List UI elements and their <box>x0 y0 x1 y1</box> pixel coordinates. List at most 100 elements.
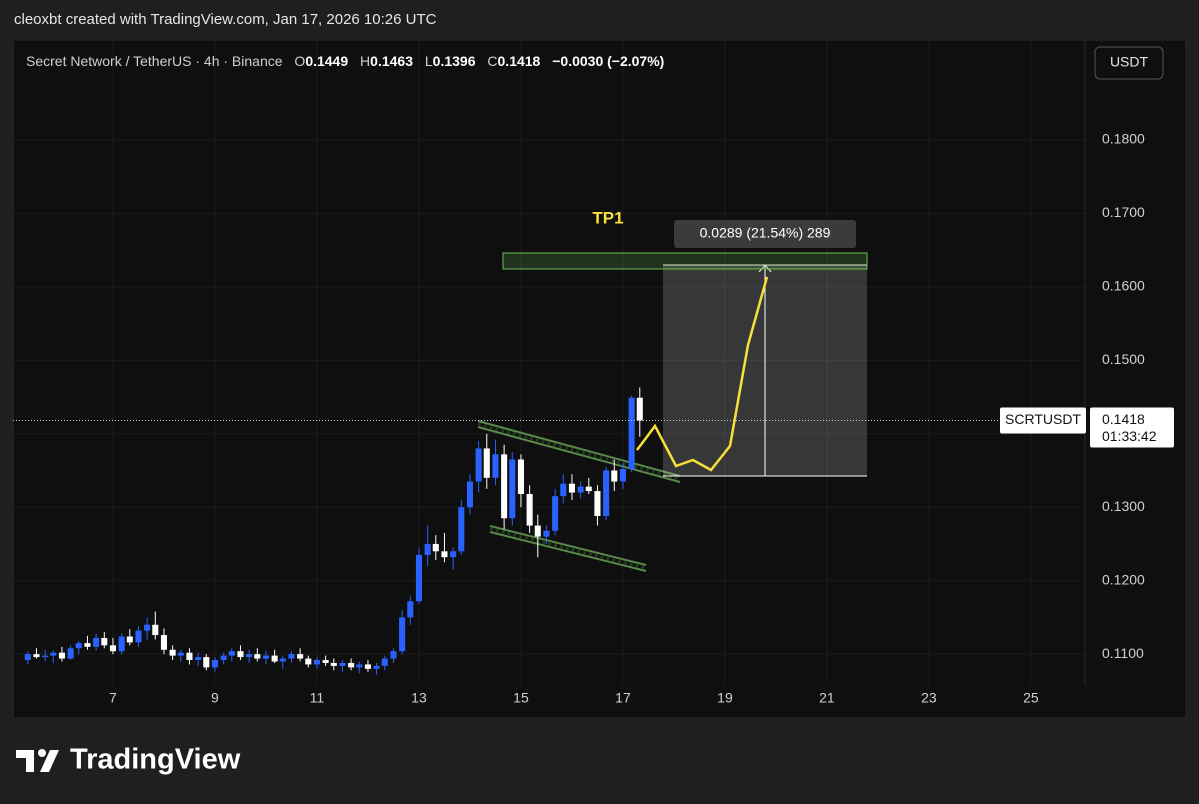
drawings: TP1 0.0289 (21.54%) 289 <box>477 208 868 572</box>
legend-low: 0.1396 <box>433 53 476 69</box>
candle-body <box>135 630 142 643</box>
x-tick-label: 19 <box>717 690 733 706</box>
x-tick-label: 11 <box>310 690 325 706</box>
candle-body <box>492 454 499 478</box>
legend-l: L <box>425 53 433 69</box>
legend-h: H <box>360 53 370 69</box>
candle-body <box>177 652 184 656</box>
candle-body <box>50 652 57 656</box>
candles <box>24 387 643 675</box>
candle-body <box>33 654 40 658</box>
candle-body <box>543 530 550 537</box>
candle-body <box>585 486 592 492</box>
candle-body <box>84 643 91 647</box>
candle-body <box>466 481 473 508</box>
candle-body <box>254 654 261 659</box>
candle-body <box>534 525 541 537</box>
measure-label-box <box>674 220 856 248</box>
candle-body <box>322 660 329 663</box>
candle-body <box>144 624 151 631</box>
candle-body <box>483 448 490 478</box>
legend-open: 0.1449 <box>305 53 348 69</box>
candle-body <box>67 648 74 659</box>
candle-body <box>169 649 176 656</box>
tp-label: TP1 <box>592 208 623 227</box>
candle-body <box>509 459 516 519</box>
candle-body <box>458 507 465 552</box>
candle-body <box>58 652 65 659</box>
candle-body <box>568 483 575 493</box>
candle-body <box>364 664 371 669</box>
x-tick-label: 13 <box>411 690 427 706</box>
candle-body <box>501 454 508 519</box>
candle-body <box>603 470 610 517</box>
x-tick-label: 25 <box>1023 690 1039 706</box>
candle-body <box>42 655 49 658</box>
x-tick-label: 17 <box>615 690 631 706</box>
candle-body <box>628 397 635 470</box>
legend-o: O <box>294 53 305 69</box>
brand-logo <box>16 749 59 772</box>
candle-body <box>101 637 108 646</box>
countdown: 01:33:42 <box>1102 428 1157 444</box>
candle-body <box>109 645 116 652</box>
candle-body <box>288 654 295 659</box>
x-tick-label: 21 <box>819 690 835 706</box>
price-tag <box>1090 407 1174 448</box>
candle-body <box>228 651 235 656</box>
candle-body <box>432 543 439 552</box>
symbol-label: SCRTUSDT <box>1005 411 1081 427</box>
candle-body <box>305 658 312 665</box>
candle-body <box>75 643 82 649</box>
candle-body <box>152 624 159 636</box>
candle-body <box>271 655 278 662</box>
candle-body <box>356 664 363 668</box>
candle-body <box>611 470 618 482</box>
legend-change: −0.0030 (−2.07%) <box>552 53 664 69</box>
legend-title: Secret Network / TetherUS · 4h · Binance <box>26 53 283 69</box>
chart-panel <box>12 39 1187 719</box>
symbol-tag <box>1000 407 1086 434</box>
y-tick-label: 0.1500 <box>1102 351 1145 367</box>
y-tick-label: 0.1300 <box>1102 498 1145 514</box>
price-tag-value: 0.1418 <box>1102 411 1145 427</box>
grid <box>13 40 1085 685</box>
candle-body <box>577 486 584 493</box>
channel-upper <box>477 420 681 483</box>
projection-path <box>636 276 769 472</box>
candle-body <box>619 469 626 482</box>
candle-body <box>330 662 337 666</box>
legend-c: C <box>487 53 497 69</box>
y-tick-label: 0.1100 <box>1102 645 1144 661</box>
candle-body <box>373 665 380 669</box>
y-tick-label: 0.1600 <box>1102 278 1145 294</box>
candle-body <box>526 493 533 526</box>
candle-body <box>246 654 253 658</box>
currency-button[interactable] <box>1094 46 1164 80</box>
candle-body <box>594 491 601 517</box>
tp-zone <box>502 252 868 270</box>
candle-body <box>636 397 643 421</box>
legend: Secret Network / TetherUS · 4h · Binance… <box>26 53 664 69</box>
currency[interactable]: USDT <box>1110 54 1149 70</box>
candle-body <box>517 459 524 494</box>
candle-body <box>552 496 559 531</box>
candle-body <box>441 551 448 558</box>
y-tick-label: 0.1800 <box>1102 131 1145 147</box>
x-tick-label: 9 <box>211 690 219 706</box>
y-tick-label: 0.1700 <box>1102 204 1145 220</box>
candle-body <box>118 636 125 652</box>
x-tick-label: 15 <box>513 690 529 706</box>
candle-body <box>475 448 482 482</box>
legend-high: 0.1463 <box>370 53 413 69</box>
candle-body <box>186 652 193 661</box>
candle-body <box>93 637 100 647</box>
candle-body <box>220 655 227 661</box>
candle-body <box>211 660 218 668</box>
candle-body <box>262 655 269 659</box>
x-tick-label: 7 <box>109 690 117 706</box>
candle-body <box>297 654 304 659</box>
candle-body <box>160 635 167 650</box>
candle-body <box>313 660 320 665</box>
